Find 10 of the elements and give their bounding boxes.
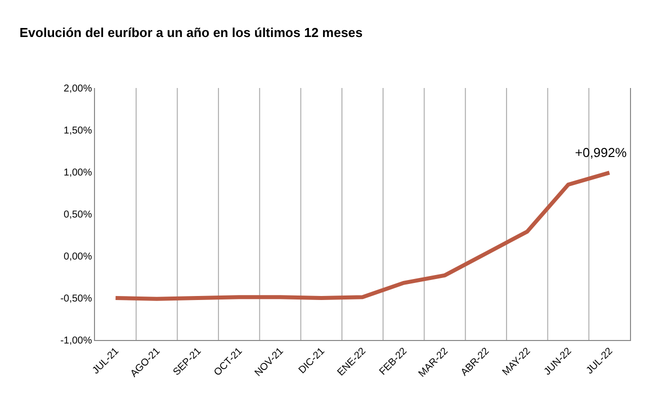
annotation: +0,992%: [575, 145, 628, 160]
y-tick-label: 1,00%: [64, 168, 92, 178]
y-tick-label: 0,50%: [64, 210, 92, 220]
line-series: [114, 170, 612, 301]
chart-title: Evolución del euríbor a un año en los últimos 12 meses: [20, 24, 363, 40]
y-tick-label: 2,00%: [64, 84, 92, 94]
y-tick-label: 1,50%: [64, 126, 92, 136]
y-tick-label: 0,00%: [64, 252, 92, 262]
y-tick-label: -1,00%: [60, 336, 92, 346]
y-tick-label: -0,50%: [60, 294, 92, 304]
